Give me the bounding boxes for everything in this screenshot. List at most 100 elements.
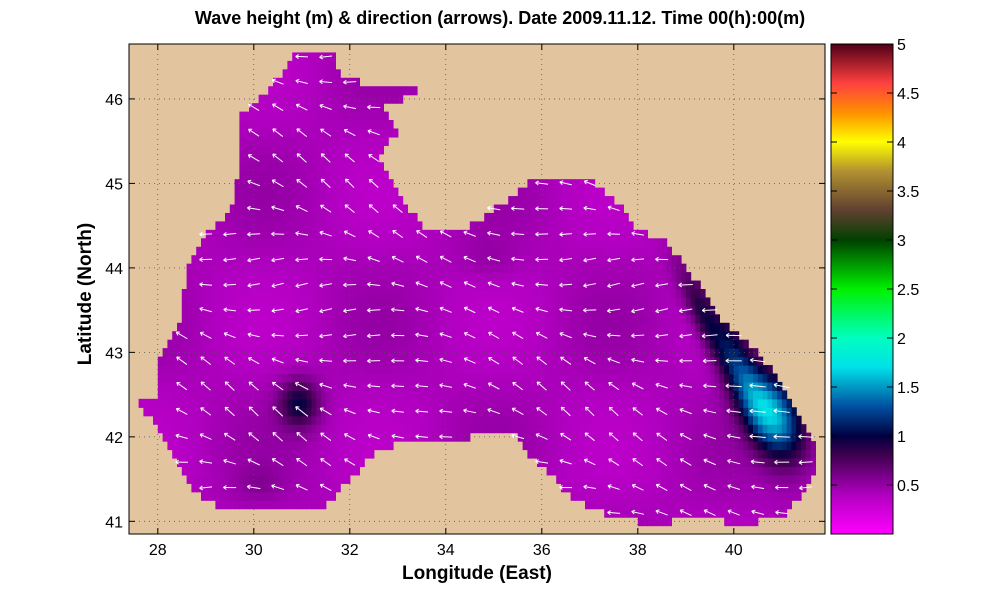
heat-cell (714, 424, 720, 434)
heat-cell (186, 356, 192, 366)
heat-cell (541, 221, 548, 231)
wave-arrow-head (200, 356, 205, 361)
heat-cell (340, 390, 346, 400)
heat-cell (369, 441, 375, 451)
heat-cell (359, 356, 365, 366)
heat-cell (186, 339, 192, 349)
heat-cell (618, 449, 624, 459)
heat-cell (762, 415, 768, 425)
heat-cell (777, 390, 783, 400)
heat-cell (282, 255, 288, 265)
heat-cell (297, 86, 303, 96)
heat-cell (633, 297, 639, 307)
heat-cell (273, 136, 279, 146)
heat-cell (503, 314, 509, 324)
heat-cell (412, 305, 418, 315)
heat-cell (407, 356, 413, 366)
heat-cell (580, 466, 586, 476)
heat-cell (508, 280, 514, 290)
heat-cell (753, 517, 759, 527)
wave-arrow-head (247, 257, 252, 263)
heat-cell (181, 305, 188, 315)
heat-cell (273, 365, 279, 375)
heat-cell (297, 500, 303, 510)
heat-cell (580, 441, 586, 451)
heat-cell (349, 187, 356, 197)
heat-cell (474, 272, 480, 282)
heat-cell (282, 297, 288, 307)
heat-cell (349, 111, 356, 121)
heat-cell (465, 339, 471, 349)
heat-cell (729, 432, 735, 442)
heat-cell (325, 229, 332, 239)
heat-cell (373, 255, 380, 265)
heat-cell (388, 305, 394, 315)
heat-cell (330, 415, 336, 425)
heat-cell (378, 415, 384, 425)
heat-cell (508, 272, 514, 282)
heat-cell (777, 500, 783, 510)
heat-cell (474, 229, 480, 239)
heat-cell (724, 441, 730, 451)
heat-cell (556, 457, 562, 468)
wave-arrow-head (200, 381, 205, 386)
heat-cell (652, 466, 658, 476)
heat-cell (321, 238, 327, 248)
heat-cell (196, 263, 202, 273)
heat-cell (292, 457, 298, 468)
heat-cell (239, 196, 245, 206)
heat-cell (551, 441, 557, 451)
heat-cell (349, 272, 356, 282)
heat-cell (388, 272, 394, 282)
heat-cell (378, 289, 384, 299)
heat-cell (628, 500, 634, 510)
heat-cell (359, 407, 365, 417)
heat-cell (609, 491, 615, 501)
heat-cell (671, 491, 677, 501)
heat-cell (585, 398, 591, 408)
heat-cell (772, 466, 778, 476)
heat-cell (580, 297, 586, 307)
heat-cell (306, 483, 312, 493)
heat-cell (527, 432, 533, 442)
wave-arrow-shaft (392, 204, 403, 213)
heat-cell (685, 500, 692, 510)
heat-cell (412, 297, 418, 307)
heat-cell (282, 196, 288, 206)
heat-cell (671, 365, 677, 375)
heat-cell (436, 407, 442, 417)
heat-cell (513, 297, 519, 307)
heat-cell (186, 466, 192, 476)
heat-cell (330, 322, 336, 332)
wave-arrow (367, 358, 381, 364)
heat-cell (551, 229, 557, 239)
wave-arrow-head (343, 256, 348, 262)
wave-arrow-shaft (296, 128, 308, 137)
heat-cell (781, 466, 788, 476)
heat-cell (229, 381, 236, 391)
heat-cell (786, 474, 792, 484)
heat-cell (421, 373, 428, 383)
heat-cell (541, 398, 548, 408)
heat-cell (652, 457, 658, 468)
heat-cell (373, 238, 380, 248)
heat-cell (637, 381, 644, 391)
heat-cell (484, 398, 490, 408)
heat-cell (335, 432, 341, 442)
heat-cell (301, 339, 308, 349)
heat-cell (546, 331, 552, 341)
heat-cell (402, 212, 408, 223)
heat-cell (570, 280, 576, 290)
heat-cell (263, 196, 269, 206)
heat-cell (402, 305, 408, 315)
heat-cell (321, 246, 327, 256)
heat-cell (325, 238, 332, 248)
heat-cell (705, 390, 711, 400)
heat-cell (282, 356, 288, 366)
heat-cell (676, 297, 682, 307)
heat-cell (335, 145, 341, 155)
heat-cell (229, 322, 236, 332)
heat-cell (609, 348, 615, 358)
heat-cell (546, 187, 552, 197)
heat-cell (258, 280, 264, 290)
